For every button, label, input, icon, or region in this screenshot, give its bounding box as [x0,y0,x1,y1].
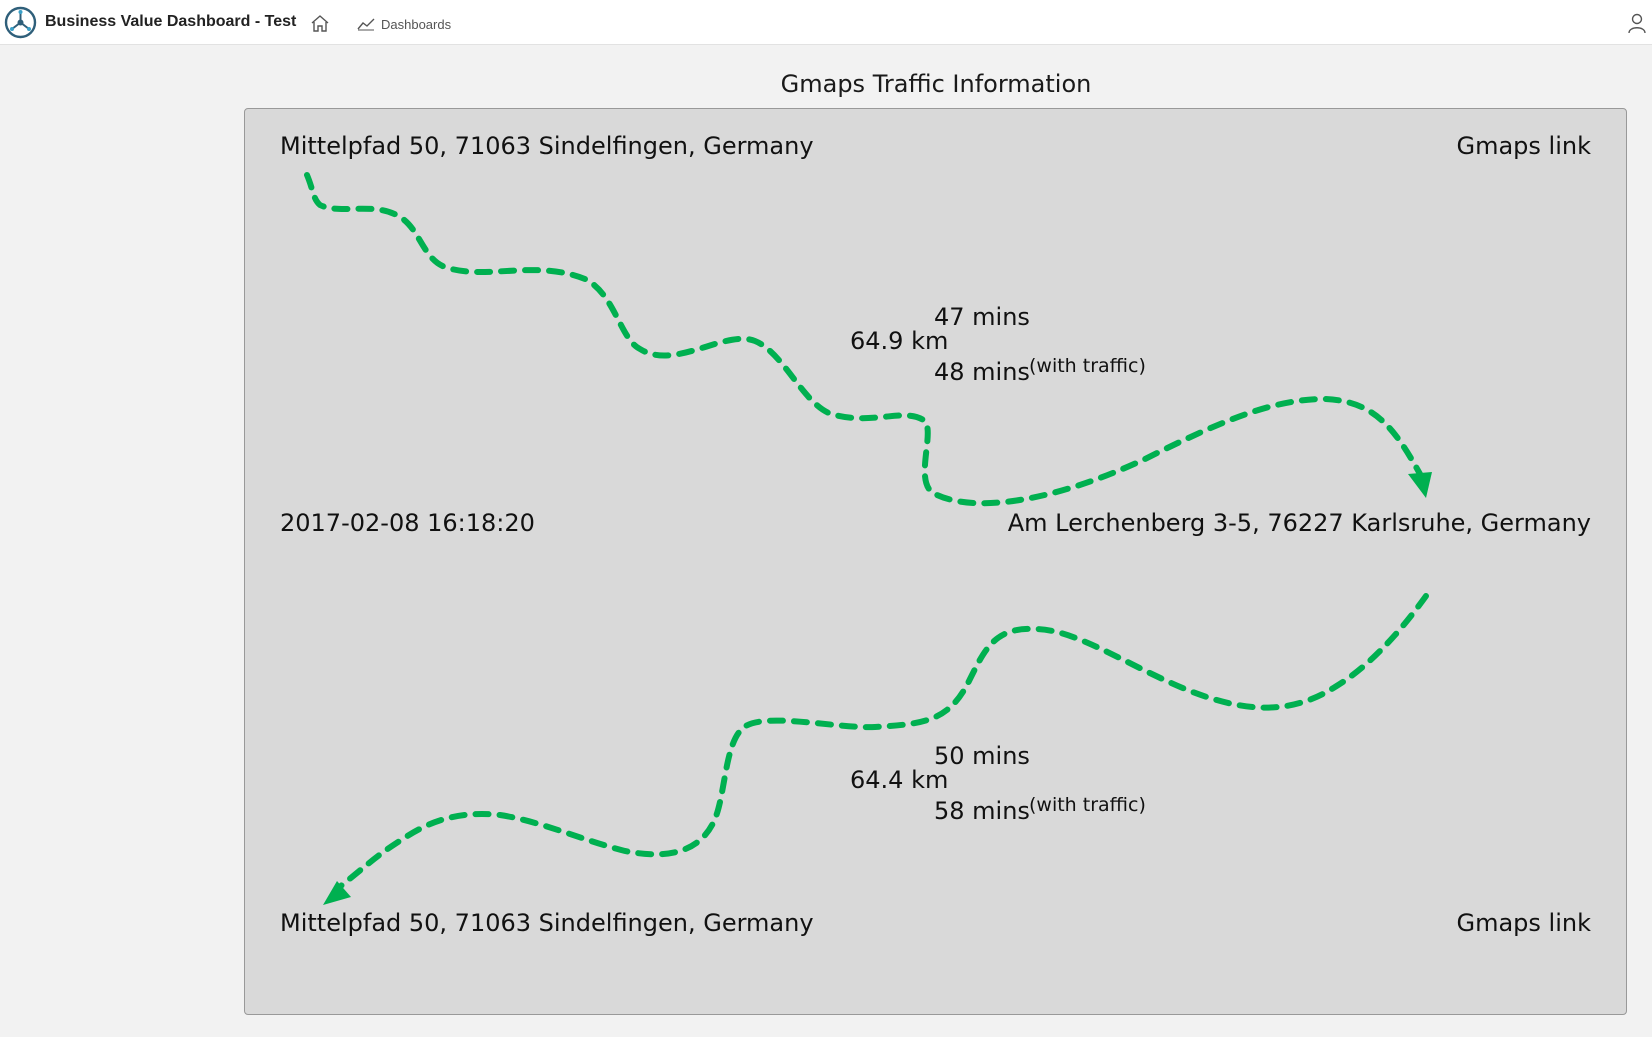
dashboards-label: Dashboards [381,16,452,32]
user-icon[interactable] [1627,12,1647,34]
outbound-origin-address: Mittelpfad 50, 71063 Sindelfingen, Germa… [280,132,814,160]
outbound-arrowhead [1408,472,1432,498]
home-icon[interactable] [309,13,331,33]
timestamp: 2017-02-08 16:18:20 [280,509,535,537]
outbound-duration-traffic: 48 mins [934,358,1030,386]
return-traffic-note: (with traffic) [1029,794,1146,816]
return-route-path [334,593,1429,892]
dashboard-logo-icon[interactable] [4,6,37,39]
outbound-route-path [304,172,1423,507]
return-origin-address: Mittelpfad 50, 71063 Sindelfingen, Germa… [280,909,814,937]
routes-graphic [304,172,1432,905]
widget-title: Gmaps Traffic Information [780,70,1092,98]
top-bar: Business Value Dashboard - Test Dashboar… [0,0,1652,45]
return-arrowhead [323,881,351,905]
app-title: Business Value Dashboard - Test [45,13,297,30]
outbound-traffic-note: (with traffic) [1029,355,1146,377]
line-chart-icon [357,18,375,31]
return-gmaps-link[interactable]: Gmaps link [1456,909,1592,937]
outbound-distance: 64.9 km [850,327,949,355]
return-duration-traffic: 58 mins [934,797,1030,825]
return-distance: 64.4 km [850,766,949,794]
outbound-duration: 47 mins [934,303,1030,331]
outbound-gmaps-link[interactable]: Gmaps link [1456,132,1592,160]
dashboards-link[interactable]: Dashboards [357,13,451,35]
return-duration: 50 mins [934,742,1030,770]
destination-address: Am Lerchenberg 3-5, 76227 Karlsruhe, Ger… [1007,509,1591,537]
traffic-widget-panel: Mittelpfad 50, 71063 Sindelfingen, Germa… [244,108,1627,1015]
